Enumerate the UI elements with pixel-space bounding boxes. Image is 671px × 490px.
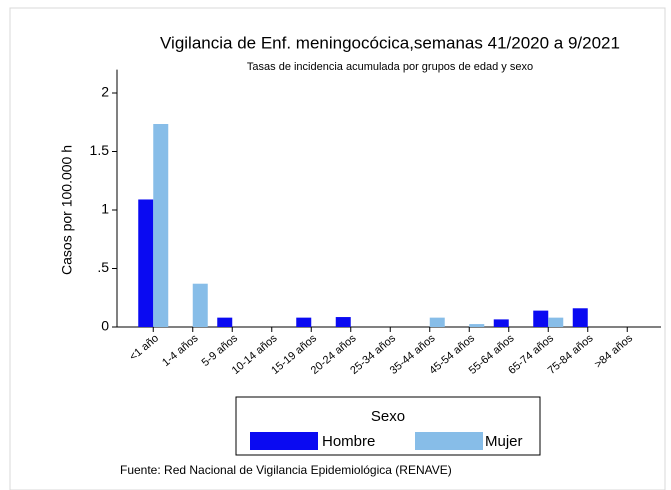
bar — [335, 317, 351, 327]
source-note: Fuente: Red Nacional de Vigilancia Epide… — [120, 463, 452, 477]
bar — [138, 199, 154, 327]
legend-swatch — [415, 432, 483, 450]
bar — [572, 308, 588, 327]
y-axis-label: Casos por 100.000 h — [59, 145, 75, 275]
bar — [493, 319, 509, 327]
bar — [548, 317, 564, 327]
y-tick-label: 1 — [101, 201, 109, 217]
chart-subtitle: Tasas de incidencia acumulada por grupos… — [247, 61, 533, 73]
bar — [217, 317, 233, 327]
legend-title: Sexo — [371, 408, 405, 425]
legend-label: Hombre — [322, 433, 375, 450]
bar — [296, 317, 312, 327]
bar — [429, 317, 445, 327]
y-tick-label: 2 — [101, 84, 109, 100]
bar — [469, 324, 485, 327]
y-tick-label: .5 — [97, 259, 109, 275]
legend-label: Mujer — [485, 433, 523, 450]
bar — [192, 283, 208, 327]
y-tick-label: 0 — [101, 318, 109, 334]
y-tick-label: 1.5 — [90, 142, 110, 158]
legend-swatch — [250, 432, 318, 450]
chart-title: Vigilancia de Enf. meningocócica,semanas… — [160, 33, 620, 52]
bar — [153, 124, 169, 327]
bar — [533, 310, 549, 327]
